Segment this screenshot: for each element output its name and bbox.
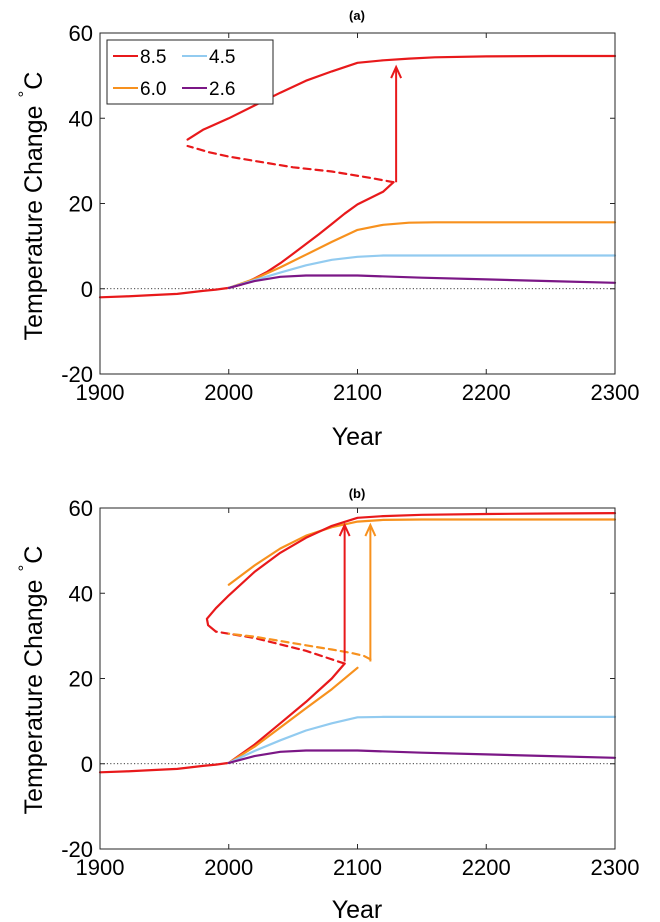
series-line-4-5 (227, 715, 617, 765)
x-tick-label: 2200 (462, 380, 511, 405)
x-axis-ticks: 1900 2000 2100 2200 2300 (76, 33, 640, 405)
legend-label-8-5: 8.5 (140, 47, 166, 68)
y-tick-label: -20 (61, 837, 93, 862)
arrow-layer (390, 64, 403, 183)
y-tick-label: 60 (69, 21, 93, 46)
panel-b-title: (b) (349, 486, 366, 501)
x-tick-label: 2100 (333, 380, 382, 405)
y-axis-ticks: -20 0 20 40 60 (61, 496, 615, 862)
panel-b: (b) 1900 2000 2100 2200 2300 -20 0 20 40 60 Year… (15, 486, 639, 922)
series-line-8-5 (98, 181, 395, 299)
x-tick-label: 1900 (76, 380, 125, 405)
y-tick-label: 20 (69, 192, 93, 217)
transition-arrowhead (364, 522, 377, 537)
x-tick-label: 2300 (591, 380, 640, 405)
y-axis-label-degree: ° (15, 91, 34, 98)
legend-label-2-6: 2.6 (209, 79, 235, 100)
series-line-6-0 (227, 221, 617, 289)
legend-label-6-0: 6.0 (140, 79, 166, 100)
arrow-layer (338, 522, 377, 662)
panel-a-title: (a) (349, 8, 365, 23)
series-line-6-0 (227, 666, 359, 765)
series-line-8-5-unstable (214, 630, 346, 665)
y-axis-label-unit: C (20, 72, 48, 90)
series-line-8-5-unstable (186, 144, 395, 184)
series-line-6-0 (227, 518, 617, 586)
plot-frame (99, 507, 616, 850)
legend: 8.5 4.5 6.0 2.6 (106, 39, 274, 105)
legend-label-4-5: 4.5 (209, 47, 235, 68)
x-tick-label: 1900 (76, 855, 125, 880)
x-axis-ticks: 1900 2000 2100 2200 2300 (76, 508, 640, 880)
x-tick-label: 2000 (204, 855, 253, 880)
y-axis-label: Temperature Change °C (15, 72, 48, 341)
series-line-4-5 (227, 254, 617, 289)
y-tick-label: 40 (69, 581, 93, 606)
y-tick-label: 40 (69, 106, 93, 131)
series-layer (98, 54, 617, 299)
series-line-8-5 (205, 511, 617, 633)
transition-arrowhead (390, 64, 403, 79)
x-tick-label: 2300 (591, 855, 640, 880)
y-axis-label-text: Temperature Change (20, 106, 48, 341)
series-line-8-5 (186, 54, 617, 141)
y-axis-label: Temperature Change °C (15, 546, 48, 815)
x-tick-label: 2200 (462, 855, 511, 880)
y-tick-label: -20 (61, 362, 93, 387)
y-axis-label-text: Temperature Change (20, 580, 48, 815)
legend-box (106, 39, 274, 105)
y-tick-label: 0 (81, 277, 93, 302)
y-axis-ticks: -20 0 20 40 60 (61, 21, 615, 387)
series-line-2-6 (227, 274, 617, 289)
series-line-6-0-unstable (227, 632, 372, 661)
x-tick-label: 2000 (204, 380, 253, 405)
y-axis-label-degree: ° (15, 565, 34, 572)
y-tick-label: 60 (69, 496, 93, 521)
x-tick-label: 2100 (333, 855, 382, 880)
x-axis-label: Year (332, 423, 383, 451)
panel-a: (a) 1900 2000 2100 2200 2300 -20 0 20 40 60 Year… (15, 8, 639, 451)
series-line-8-5 (98, 662, 346, 774)
series-layer (98, 511, 617, 774)
transition-arrowhead (338, 522, 351, 537)
x-axis-label: Year (332, 896, 383, 922)
y-axis-label-unit: C (20, 546, 48, 564)
series-line-2-6 (227, 749, 617, 765)
y-tick-label: 0 (81, 752, 93, 777)
y-tick-label: 20 (69, 667, 93, 692)
